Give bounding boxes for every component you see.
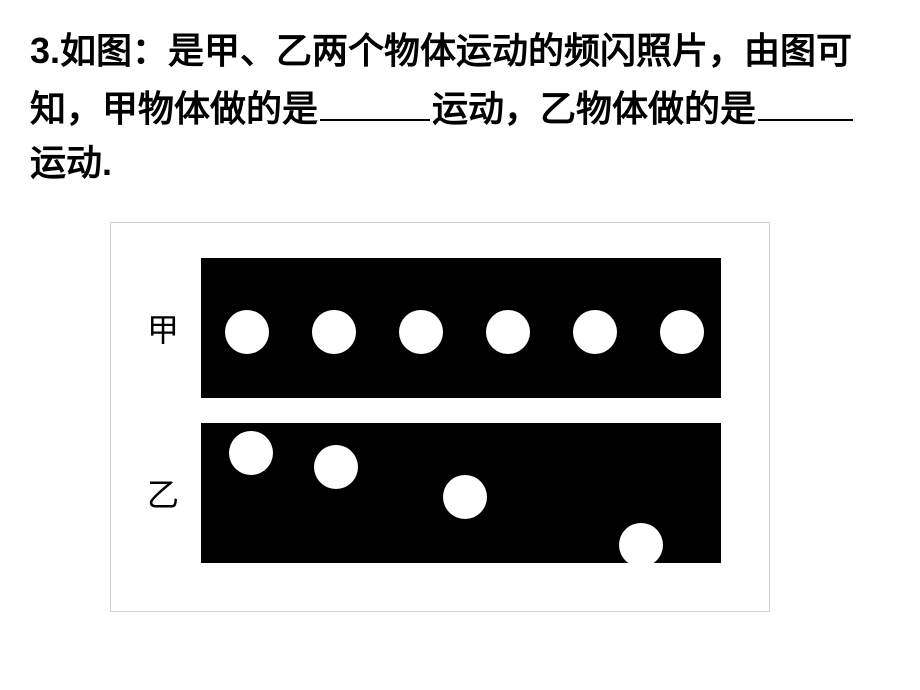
figure-label: 乙 [141, 470, 201, 516]
blank-2 [758, 78, 853, 121]
figure-container: 甲乙 [110, 222, 770, 612]
strobe-dot [399, 310, 443, 354]
strobe-dot [312, 310, 356, 354]
question-part2: 运动，乙物体做的是 [432, 88, 756, 129]
strobe-dot [660, 310, 704, 354]
question-text: 3.如图：是甲、乙两个物体运动的频闪照片，由图可知，甲物体做的是运动，乙物体做的… [30, 24, 890, 190]
question-part3: 运动. [30, 142, 112, 183]
strobe-dot [573, 310, 617, 354]
question-number: 3. [30, 30, 60, 71]
figure-row: 甲 [141, 258, 739, 398]
strobe-dot [486, 310, 530, 354]
strobe-dot [229, 431, 273, 475]
strobe-dot [314, 445, 358, 489]
strobe-photo [201, 258, 721, 398]
strobe-dot [225, 310, 269, 354]
blank-1 [320, 78, 430, 121]
figure-row: 乙 [141, 423, 739, 563]
strobe-photo [201, 423, 721, 563]
strobe-dot [443, 475, 487, 519]
strobe-dot [619, 523, 663, 567]
figure-label: 甲 [141, 305, 201, 351]
